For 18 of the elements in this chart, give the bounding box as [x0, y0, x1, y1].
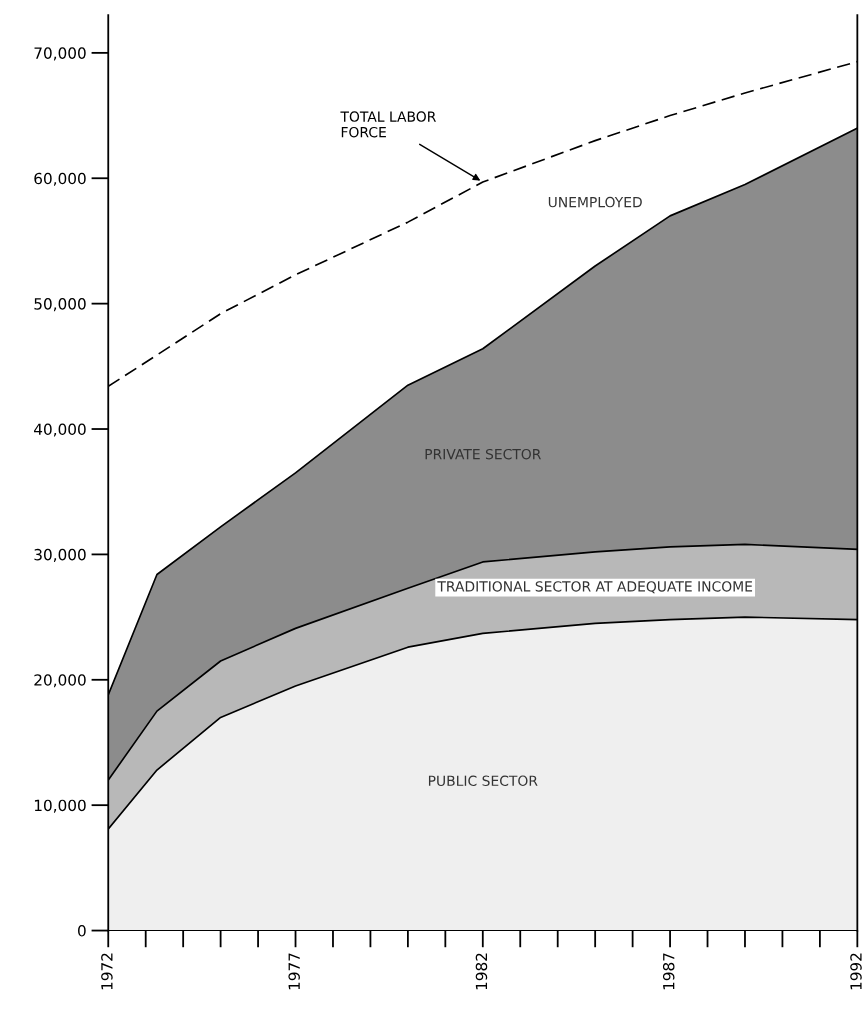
x-tick-label: 1992 — [850, 953, 862, 990]
annotation: TOTAL LABOR FORCE — [340, 111, 436, 138]
y-tick-label: 50,000 — [34, 298, 86, 312]
series-label: UNEMPLOYED — [548, 196, 642, 208]
x-tick-label: 1987 — [662, 953, 675, 990]
y-tick-label: 30,000 — [34, 548, 86, 562]
y-tick-label: 60,000 — [34, 172, 86, 186]
series-label: PRIVATE SECTOR — [425, 448, 541, 460]
x-tick-label: 1972 — [101, 953, 113, 990]
y-tick-label: 10,000 — [34, 799, 86, 813]
series-label: TRADITIONAL SECTOR AT ADEQUATE INCOME — [437, 581, 753, 594]
y-tick-label: 40,000 — [34, 423, 86, 437]
series-label: PUBLIC SECTOR — [428, 775, 538, 787]
y-tick-label: 70,000 — [34, 47, 86, 61]
x-tick-label: 1977 — [288, 953, 300, 990]
y-tick-label: 0 — [78, 925, 86, 937]
y-tick-label: 20,000 — [34, 674, 86, 688]
x-tick-label: 1982 — [475, 953, 488, 990]
